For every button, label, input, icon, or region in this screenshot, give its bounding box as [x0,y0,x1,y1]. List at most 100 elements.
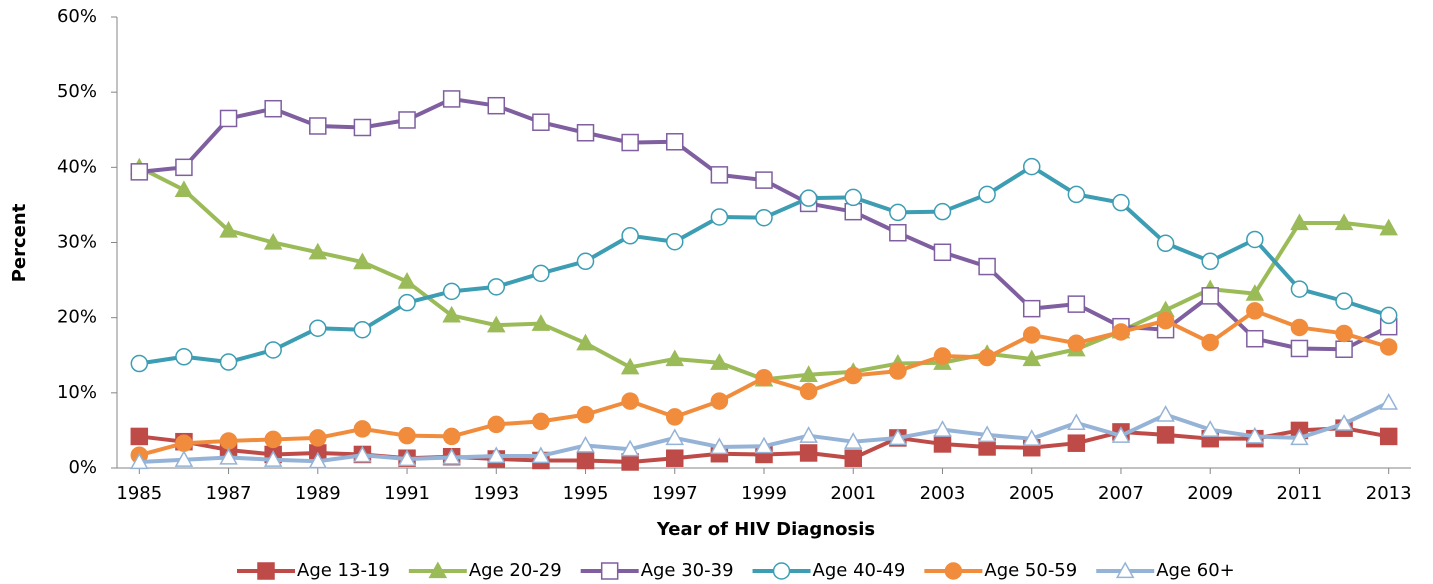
marker [1022,349,1041,367]
marker [710,437,729,455]
series-line [139,164,1390,366]
marker [1067,334,1086,352]
marker [799,444,818,462]
marker [1379,306,1398,325]
marker [309,319,327,337]
marker [442,305,461,323]
marker [1290,318,1309,337]
y-tick-label: 20% [57,307,97,328]
marker [772,562,791,580]
x-tick-label: 1987 [206,483,252,504]
marker [843,432,863,449]
marker [576,333,595,351]
marker [1200,420,1220,437]
marker [487,315,506,333]
marker [1022,326,1041,344]
x-tick-label: 1991 [384,483,430,504]
x-tick-label: 1997 [652,483,698,504]
marker [1022,299,1041,318]
marker [978,257,996,276]
marker [933,435,952,453]
marker [263,232,283,250]
marker [754,436,774,454]
marker [1112,193,1130,212]
marker [978,185,996,204]
marker [666,449,684,467]
marker [1201,287,1219,305]
marker [666,408,684,426]
marker [1379,218,1398,236]
marker [799,365,818,382]
marker [442,447,461,465]
marker [175,158,193,177]
marker [1379,427,1398,446]
marker [428,561,448,579]
x-tick-label: 2009 [1187,483,1233,504]
y-tick-label: 60% [57,6,97,27]
marker [1335,324,1353,343]
marker [219,353,238,371]
marker [130,354,149,373]
marker [1067,295,1086,313]
marker [710,208,729,226]
marker [944,562,963,580]
marker [1067,185,1086,204]
marker [532,264,550,283]
marker [264,99,282,118]
marker [799,426,818,443]
y-axis-label: Percent [9,203,30,282]
marker [576,252,595,271]
marker [933,202,952,221]
marker [665,428,685,446]
x-tick-label: 1995 [563,483,609,504]
marker [576,405,595,424]
marker [933,347,952,365]
marker [1111,426,1131,443]
marker [353,445,372,463]
x-tick-label: 2007 [1098,483,1144,504]
legend-label: Age 60+ [1156,560,1235,581]
marker [1335,340,1353,358]
marker [219,432,238,450]
marker [309,429,327,447]
y-tick-label: 50% [57,81,97,102]
marker [755,208,773,227]
marker [1201,333,1219,352]
marker [1245,426,1265,444]
marker [174,180,194,198]
marker [1335,292,1353,310]
marker [174,450,194,467]
marker [844,188,862,207]
marker [1156,426,1175,444]
x-tick-label: 1993 [473,483,519,504]
marker [353,252,372,270]
marker [620,439,640,457]
marker [666,232,684,251]
marker [398,111,416,129]
legend-label: Age 13-19 [297,560,390,581]
marker [576,451,595,470]
marker [219,220,238,238]
marker [1246,329,1264,348]
marker [710,166,729,184]
marker [620,357,640,375]
marker [1290,280,1309,298]
x-tick-label: 2005 [1009,483,1055,504]
y-tick-label: 10% [57,382,97,403]
marker [1022,157,1041,176]
x-tick-label: 2003 [920,483,966,504]
y-tick-label: 30% [57,232,97,253]
marker [442,282,461,301]
marker [398,426,416,445]
marker [309,117,327,135]
marker [710,353,729,370]
marker [888,428,908,446]
marker [353,320,372,339]
marker [1156,311,1175,330]
marker [1379,338,1398,356]
marker [264,430,282,449]
marker [933,420,952,437]
marker [487,415,506,434]
marker [487,96,506,115]
